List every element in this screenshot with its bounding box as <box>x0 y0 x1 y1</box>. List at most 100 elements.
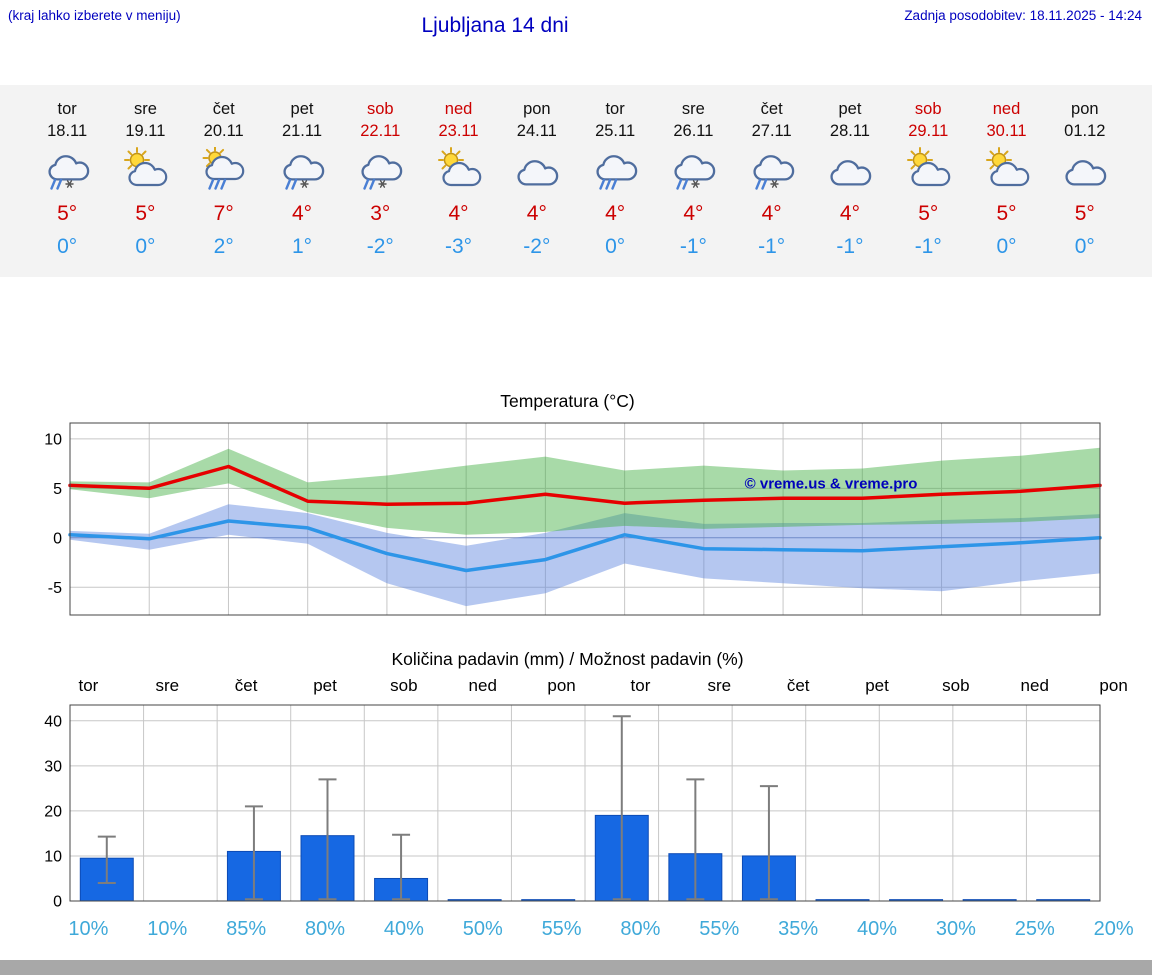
weather-icon-sleet <box>654 147 732 199</box>
temperature-chart-section: Temperatura (°C) 10 5 0 -5 © vreme.us & vrem… <box>25 391 1110 623</box>
page-header: (kraj lahko izberete v meniju) Ljubljana… <box>0 0 1152 85</box>
forecast-day-column: pet 21.11 4° 1° <box>263 98 341 259</box>
precip-percent-label: 40% <box>857 917 898 940</box>
forecast-day-column: pon 01.12 5° 0° <box>1046 98 1124 259</box>
day-name: tor <box>57 100 77 118</box>
footer-bar <box>0 960 1152 975</box>
weather-icon-cloudy <box>1046 147 1124 199</box>
precip-percent-label: 80% <box>620 917 661 940</box>
precip-day-label: sob <box>942 675 970 695</box>
precip-percent-label: 10% <box>147 917 188 940</box>
location-menu-hint: (kraj lahko izberete v meniju) <box>8 8 181 23</box>
forecast-day-column: čet 27.11 4° -1° <box>733 98 811 259</box>
forecast-day-column: sre 19.11 5° 0° <box>106 98 184 259</box>
temp-min: 0° <box>135 234 156 258</box>
temperature-chart-title: Temperatura (°C) <box>500 390 635 411</box>
blank-gap <box>0 277 1152 391</box>
day-name: pon <box>1071 100 1099 118</box>
day-name: sob <box>914 100 942 118</box>
day-name: sob <box>366 100 394 118</box>
temp-max: 3° <box>370 201 391 225</box>
precip-percent-label: 30% <box>935 917 976 940</box>
precip-day-label: ned <box>1020 675 1049 695</box>
precipitation-chart: 0 10 20 30 40 <box>44 704 1101 910</box>
weather-icon-rain-sun <box>185 146 263 199</box>
forecast-day-column: sob 29.11 5° -1° <box>889 98 967 259</box>
temp-min: -3° <box>445 234 473 258</box>
temp-min: 2° <box>213 234 234 258</box>
svg-text:© vreme.us & vreme.pro: © vreme.us & vreme.pro <box>745 475 918 492</box>
svg-text:-5: -5 <box>48 579 62 596</box>
temperature-chart: 10 5 0 -5 © vreme.us & vreme.pro <box>44 422 1102 616</box>
weather-icon-sleet <box>733 147 811 199</box>
day-date: 01.12 <box>1064 122 1106 141</box>
weather-icon-rain <box>576 147 654 199</box>
forecast-day-column: sre 26.11 4° -1° <box>654 98 732 259</box>
precip-percent-label: 25% <box>1014 917 1055 940</box>
temp-max: 5° <box>918 201 939 225</box>
weather-icon-sleet <box>263 147 341 199</box>
weather-icon-partly-sunny <box>889 146 967 199</box>
day-name: ned <box>992 100 1021 118</box>
temp-max: 4° <box>526 201 547 225</box>
day-date: 22.11 <box>360 122 401 141</box>
day-date: 24.11 <box>516 122 557 141</box>
precip-day-label: pon <box>547 675 576 695</box>
svg-text:0: 0 <box>53 530 62 547</box>
temp-max: 5° <box>996 201 1017 225</box>
temp-min: 0° <box>1074 234 1095 258</box>
precip-day-labels: tor sre čet pet sob ned pon tor sre čet pet sob ned p… <box>49 676 1152 696</box>
precip-percent-label: 35% <box>778 917 819 940</box>
day-name: čet <box>212 100 235 118</box>
day-name: pet <box>838 100 862 118</box>
forecast-day-column: tor 25.11 4° 0° <box>576 98 654 259</box>
temp-max: 4° <box>448 201 469 225</box>
day-date: 26.11 <box>673 122 714 141</box>
weather-icon-cloudy <box>811 147 889 199</box>
temp-max: 5° <box>1074 201 1095 225</box>
precipitation-chart-title: Količina padavin (mm) / Možnost padavin … <box>391 648 744 669</box>
svg-text:20: 20 <box>44 803 62 820</box>
precip-percent-label: 80% <box>304 917 346 940</box>
day-date: 27.11 <box>751 122 792 141</box>
temp-min: -2° <box>523 234 551 258</box>
weather-icon-sleet <box>28 147 106 199</box>
precip-day-label: pet <box>313 675 337 695</box>
precip-day-label: sre <box>707 675 732 695</box>
precip-day-label: sob <box>390 675 418 695</box>
temp-max: 7° <box>213 201 234 225</box>
weather-icon-cloudy <box>498 147 576 199</box>
precip-percent-label: 85% <box>226 917 267 940</box>
precip-percent-row: 10% 10% 85% 80% 40% 50% 55% 80% 55% 35% 40% 30% 25% 2… <box>49 918 1152 941</box>
precip-day-label: čet <box>786 675 810 695</box>
temp-min: 0° <box>996 234 1017 258</box>
last-update-text: Zadnja posodobitev: 18.11.2025 - 14:24 <box>904 8 1142 23</box>
forecast-day-column: čet 20.11 7° 2° <box>185 98 263 259</box>
temp-max: 4° <box>291 201 313 225</box>
svg-text:0: 0 <box>53 893 62 910</box>
day-name: sre <box>681 100 705 118</box>
day-name: tor <box>605 100 625 118</box>
forecast-day-column: pet 28.11 4° -1° <box>811 98 889 259</box>
temp-max: 5° <box>57 201 78 225</box>
forecast-day-column: ned 23.11 4° -3° <box>419 98 497 259</box>
day-date: 20.11 <box>203 122 244 141</box>
forecast-day-column: tor 18.11 5° 0° <box>28 98 106 259</box>
precip-day-label: tor <box>78 675 99 695</box>
forecast-day-column: sob 22.11 3° -2° <box>341 98 419 259</box>
precip-percent-label: 10% <box>68 917 109 940</box>
precip-day-label: sre <box>155 675 180 695</box>
weather-icon-partly-sunny <box>106 146 184 199</box>
svg-text:30: 30 <box>44 758 62 775</box>
svg-text:10: 10 <box>44 848 62 865</box>
temp-max: 4° <box>683 201 704 225</box>
day-date: 25.11 <box>595 122 636 141</box>
temp-max: 4° <box>839 201 860 225</box>
temp-max: 4° <box>605 201 626 225</box>
page-title: Ljubljana 14 dni <box>421 14 569 37</box>
svg-text:5: 5 <box>53 480 62 497</box>
temp-min: -2° <box>366 234 394 258</box>
svg-text:10: 10 <box>44 431 62 448</box>
day-date: 28.11 <box>829 122 870 141</box>
temp-max: 5° <box>135 201 156 225</box>
